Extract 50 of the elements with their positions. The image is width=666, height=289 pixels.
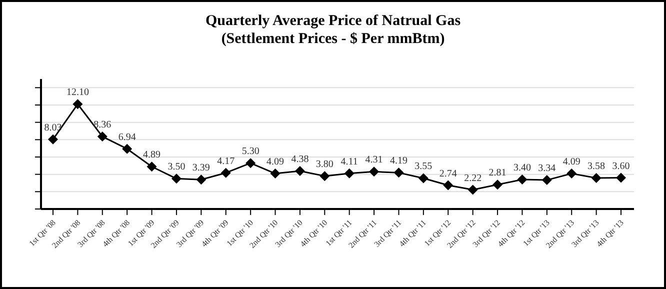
point [294,166,305,176]
data-label: 4.19 [390,156,408,167]
point [146,162,157,172]
data-label: 2.74 [439,168,457,180]
point [97,132,108,142]
data-label: 4.31 [365,154,383,166]
point [492,180,503,190]
data-label: 4.09 [266,156,284,168]
data-label: 4.38 [291,154,309,166]
point [72,99,83,110]
data-label: 3.55 [414,161,432,172]
data-label: 5.30 [242,146,260,158]
data-label: 2.22 [464,172,482,184]
data-label: 8.03 [44,122,62,134]
data-label: 3.80 [316,159,334,170]
point [171,174,182,184]
point [591,172,602,183]
data-label: 8.36 [94,120,112,131]
point [517,174,528,185]
data-label: 3.50 [168,162,186,173]
chart-subtitle: (Settlement Prices - $ Per mmBtm) [220,30,446,48]
chart-title: Quarterly Average Price of Natrual Gas [204,12,462,30]
data-label: 12.10 [66,87,89,98]
point [566,168,577,179]
point [418,173,428,184]
point [270,168,280,179]
data-label: 6.94 [118,132,136,143]
point [616,172,626,183]
point [394,168,404,178]
point [196,174,206,185]
data-label: 3.34 [538,163,556,174]
point [320,171,330,182]
data-label: 4.09 [562,156,580,168]
data-label: 3.39 [192,162,210,174]
point [468,184,478,195]
data-label: 4.17 [217,156,235,167]
point [220,168,231,178]
point [344,168,354,178]
point [542,175,552,186]
point [246,158,256,168]
data-label: 4.89 [143,150,161,161]
data-label: 3.40 [513,162,531,174]
point [369,166,380,177]
point [122,144,132,154]
point [48,134,58,144]
data-label: 3.58 [588,160,606,172]
point [443,180,454,190]
data-label: 2.81 [488,168,506,179]
data-label: 3.60 [612,160,630,172]
data-label: 4.11 [340,156,358,168]
